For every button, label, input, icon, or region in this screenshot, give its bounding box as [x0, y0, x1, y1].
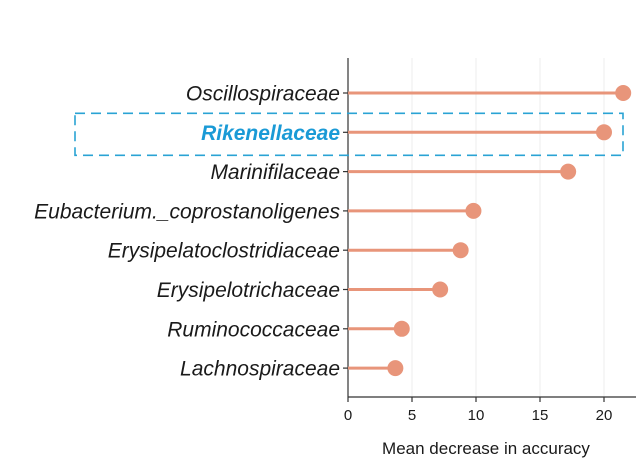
lollipop-dot [432, 281, 449, 298]
lollipops [348, 85, 632, 377]
lollipop-dot [596, 124, 612, 141]
y-ticks: Oscillospiraceae Rikenellaceae Marinifilac… [34, 83, 348, 381]
grid-lines [411, 58, 605, 397]
category-label: Erysipelotrichaceae [157, 279, 340, 302]
category-label: Ruminococcaceae [167, 318, 340, 341]
x-tick-label: 5 [408, 407, 416, 424]
category-label: Lachnospiraceae [180, 358, 340, 381]
lollipop-dot [452, 242, 469, 259]
x-ticks: 0 5 10 15 20 [344, 397, 613, 424]
x-tick-label: 10 [468, 407, 485, 424]
category-label: Erysipelatoclostridiaceae [108, 240, 340, 263]
category-label: Oscillospiraceae [186, 83, 340, 106]
x-tick-label: 20 [596, 407, 613, 424]
x-axis-title: Mean decrease in accuracy [382, 439, 590, 458]
x-tick-label: 0 [344, 407, 352, 424]
lollipop-dot [387, 360, 404, 377]
lollipop-dot [560, 163, 577, 180]
category-label: Marinifilaceae [210, 161, 340, 184]
lollipop-dot [615, 85, 632, 101]
lollipop-dot [393, 320, 410, 337]
axes [347, 58, 636, 398]
lollipop-dot [465, 202, 482, 219]
highlight-box [74, 112, 624, 157]
category-label: Rikenellaceae [201, 122, 340, 145]
x-tick-label: 15 [532, 407, 549, 424]
category-label: Eubacterium._coprostanoligenes [34, 200, 340, 223]
